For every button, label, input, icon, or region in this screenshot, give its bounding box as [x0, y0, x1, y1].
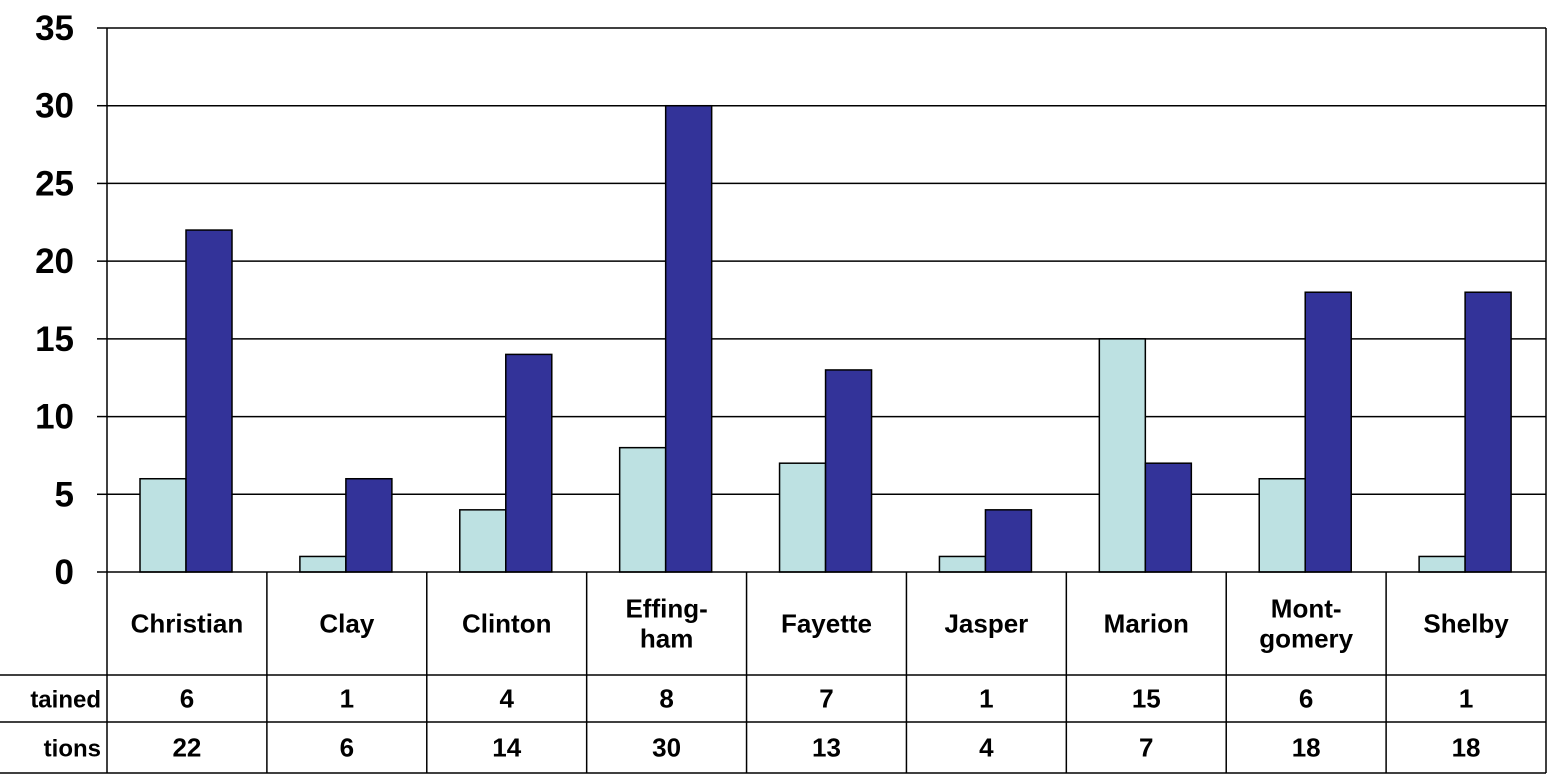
- table-value: 14: [492, 733, 521, 763]
- bar-series1: [618, 446, 667, 573]
- y-axis: 0 5 10 15 20 25 30 35: [35, 9, 1547, 773]
- table-value: 22: [172, 733, 201, 763]
- table-value: 4: [499, 684, 514, 714]
- y-tick-label: 35: [35, 9, 74, 48]
- bar-series1: [299, 555, 347, 573]
- y-tick-label: 10: [35, 398, 74, 437]
- table-value: 15: [1132, 684, 1161, 714]
- category-label: Shelby: [1423, 609, 1509, 639]
- table-value: 18: [1452, 733, 1481, 763]
- bar-series1: [139, 477, 187, 573]
- bar-series1: [938, 555, 987, 573]
- bar-series2: [824, 369, 873, 573]
- bar-series2: [1304, 291, 1352, 573]
- category-label: Clinton: [462, 609, 552, 639]
- y-tick-label: 0: [55, 553, 74, 592]
- bar-series1: [459, 509, 507, 573]
- category-label: Christian: [131, 609, 244, 639]
- category-label: Mont-: [1271, 594, 1342, 624]
- series-row-label: tions: [44, 736, 101, 763]
- table-value: 6: [340, 733, 354, 763]
- category-label: Jasper: [944, 609, 1028, 639]
- bar-series2: [345, 477, 393, 573]
- y-tick-label: 5: [55, 475, 74, 514]
- bar-series2: [984, 509, 1033, 573]
- table-value: 18: [1292, 733, 1321, 763]
- bar-series1: [778, 462, 827, 573]
- category-label: gomery: [1259, 624, 1353, 654]
- category-label: Effing-: [625, 594, 707, 624]
- y-tick-label: 20: [35, 242, 74, 281]
- table-value: 1: [1459, 684, 1473, 714]
- data-table: Christian Clay Clinton Effing-ham Fayette Jas…: [0, 571, 1546, 774]
- table-value: 1: [979, 684, 993, 714]
- table-value: 13: [812, 733, 841, 763]
- table-value: 6: [180, 684, 194, 714]
- category-label: ham: [640, 624, 693, 654]
- table-value: 8: [659, 684, 673, 714]
- bar-series1: [1098, 338, 1147, 573]
- bar-series1: [1418, 555, 1466, 573]
- gridlines: [107, 27, 1546, 496]
- bar-series2: [185, 229, 233, 573]
- y-tick-label: 30: [35, 87, 74, 126]
- bar-series2: [505, 353, 553, 573]
- table-value: 7: [1139, 733, 1153, 763]
- table-value: 1: [340, 684, 354, 714]
- table-value: 7: [819, 684, 833, 714]
- bar-series1: [1258, 477, 1306, 573]
- table-value: 6: [1299, 684, 1313, 714]
- bar-series2: [664, 104, 713, 573]
- bar-series2: [1464, 291, 1512, 573]
- table-value: 30: [652, 733, 681, 763]
- y-tick-label: 25: [35, 164, 74, 203]
- table-value: 4: [979, 733, 994, 763]
- category-label: Marion: [1104, 609, 1189, 639]
- category-label: Clay: [319, 609, 374, 639]
- category-label: Fayette: [781, 609, 872, 639]
- bar-series2: [1144, 462, 1193, 573]
- series-row-label: tained: [30, 687, 101, 714]
- y-tick-label: 15: [35, 320, 74, 359]
